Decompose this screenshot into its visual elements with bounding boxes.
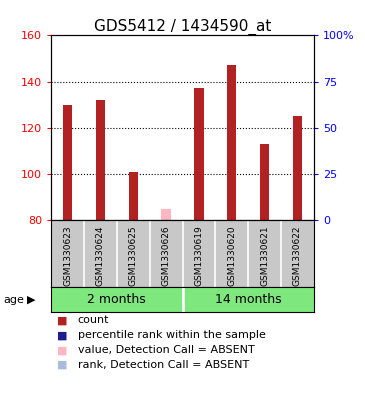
Text: rank, Detection Call = ABSENT: rank, Detection Call = ABSENT — [78, 360, 249, 370]
Text: count: count — [78, 315, 109, 325]
Text: GSM1330625: GSM1330625 — [129, 226, 138, 286]
Bar — [128, 172, 138, 220]
Text: GSM1330626: GSM1330626 — [162, 226, 170, 286]
Text: ■: ■ — [57, 345, 67, 355]
Bar — [227, 65, 237, 220]
Bar — [63, 105, 72, 220]
Text: ■: ■ — [57, 360, 67, 370]
Bar — [96, 100, 105, 220]
Bar — [260, 144, 269, 220]
Text: GSM1330621: GSM1330621 — [260, 226, 269, 286]
Bar — [51, 287, 182, 312]
Text: GSM1330623: GSM1330623 — [63, 226, 72, 286]
Text: GSM1330624: GSM1330624 — [96, 226, 105, 286]
Text: percentile rank within the sample: percentile rank within the sample — [78, 330, 266, 340]
Text: 2 months: 2 months — [88, 293, 146, 306]
Text: GSM1330619: GSM1330619 — [195, 226, 203, 286]
Text: 14 months: 14 months — [215, 293, 281, 306]
Title: GDS5412 / 1434590_at: GDS5412 / 1434590_at — [94, 19, 271, 35]
Text: value, Detection Call = ABSENT: value, Detection Call = ABSENT — [78, 345, 254, 355]
Text: GSM1330622: GSM1330622 — [293, 226, 302, 286]
Bar — [182, 287, 314, 312]
Text: ■: ■ — [57, 330, 67, 340]
Text: GSM1330620: GSM1330620 — [227, 226, 236, 286]
Bar — [161, 209, 171, 220]
Text: ▶: ▶ — [27, 295, 36, 305]
Bar — [293, 116, 302, 220]
Bar — [194, 88, 204, 220]
Text: ■: ■ — [57, 315, 67, 325]
Text: age: age — [4, 295, 24, 305]
